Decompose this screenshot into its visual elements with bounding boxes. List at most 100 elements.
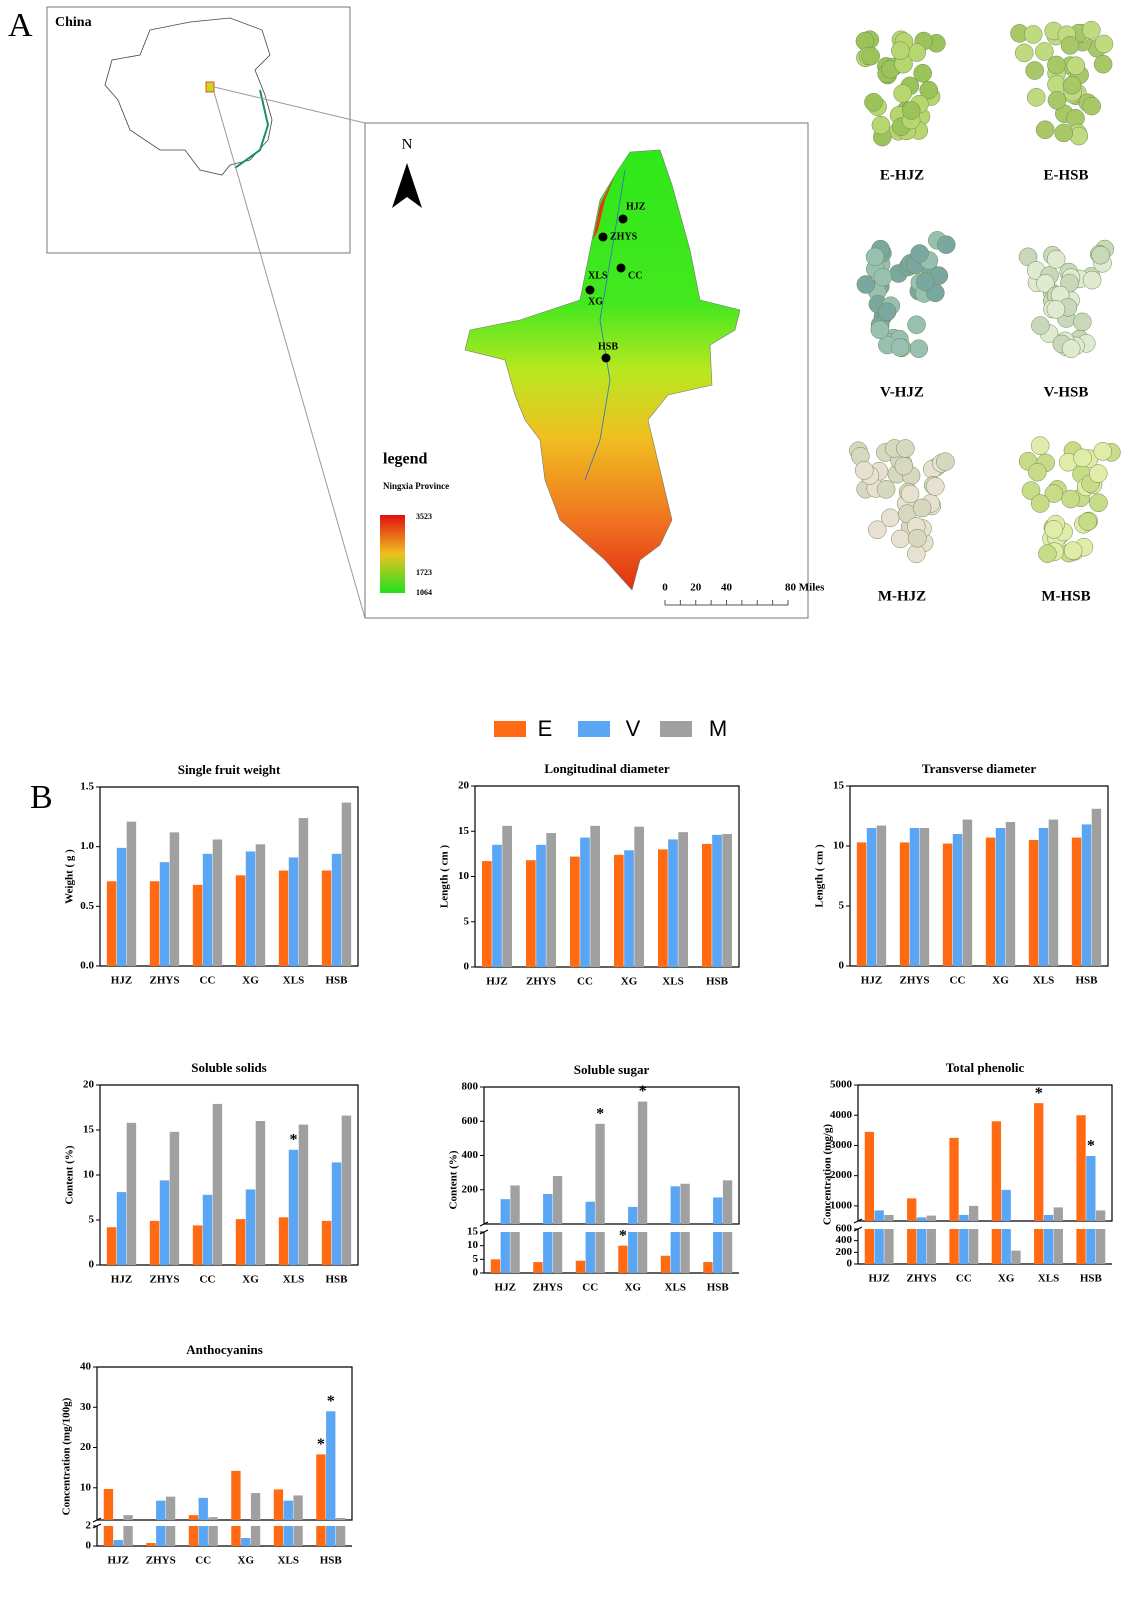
grape-berry bbox=[866, 248, 884, 266]
axis-line bbox=[475, 786, 739, 967]
x-tick-label: HSB bbox=[706, 976, 729, 988]
bar bbox=[293, 1495, 302, 1520]
bar bbox=[614, 855, 624, 967]
bar bbox=[256, 1121, 265, 1265]
y-tick-label: 0 bbox=[86, 1540, 92, 1552]
x-tick-label: HJZ bbox=[868, 1273, 889, 1285]
ningxia-map bbox=[465, 150, 740, 590]
site-label: HJZ bbox=[626, 201, 646, 212]
x-tick-label: XG bbox=[625, 1282, 642, 1294]
y-axis-label: Content (%) bbox=[64, 1145, 76, 1204]
scale-label: 40 bbox=[721, 582, 733, 594]
grape-berry bbox=[926, 477, 944, 495]
bar bbox=[877, 826, 886, 966]
bar bbox=[576, 1261, 585, 1273]
grape-berry bbox=[908, 529, 926, 547]
x-tick-label: ZHYS bbox=[907, 1273, 937, 1285]
x-tick-label: ZHYS bbox=[150, 1274, 180, 1286]
grape-berry bbox=[911, 245, 929, 263]
bar bbox=[482, 861, 492, 967]
y-tick-label: 0 bbox=[473, 1267, 479, 1279]
y-tick-label: 1000 bbox=[830, 1199, 853, 1211]
x-tick-label: XG bbox=[621, 976, 638, 988]
bar bbox=[1096, 1210, 1105, 1221]
chart-title: Soluble solids bbox=[191, 1060, 267, 1075]
bar bbox=[316, 1526, 325, 1546]
bar bbox=[342, 803, 351, 966]
y-tick-label: 10 bbox=[467, 1239, 479, 1251]
y-tick-label: 3000 bbox=[830, 1139, 853, 1151]
bar bbox=[959, 1229, 968, 1264]
zoom-line bbox=[214, 92, 365, 618]
scale-label: 0 bbox=[662, 582, 668, 594]
bar bbox=[127, 822, 136, 966]
bar bbox=[678, 832, 688, 967]
grape-berry bbox=[916, 273, 934, 291]
bar bbox=[996, 828, 1005, 966]
bar bbox=[160, 1180, 169, 1265]
y-axis-label: Length ( cm ) bbox=[814, 844, 826, 908]
bar bbox=[1011, 1251, 1020, 1264]
y-tick-label: 30 bbox=[80, 1401, 92, 1413]
grape-berry bbox=[891, 530, 909, 548]
significance-mark: * bbox=[317, 1436, 325, 1453]
bar bbox=[501, 1232, 510, 1273]
bar bbox=[299, 1125, 308, 1265]
grape-berry bbox=[1083, 97, 1101, 115]
y-tick-label: 20 bbox=[83, 1079, 95, 1091]
bar bbox=[107, 1227, 116, 1265]
photo-caption: E-HSB bbox=[1043, 167, 1088, 183]
grape-berry bbox=[1026, 62, 1044, 80]
bar bbox=[231, 1526, 240, 1546]
bar bbox=[203, 854, 212, 966]
panel-label: A bbox=[8, 7, 33, 44]
y-axis-label: Weight ( g ) bbox=[64, 849, 76, 904]
x-tick-label: XG bbox=[238, 1555, 255, 1567]
bar bbox=[595, 1124, 604, 1224]
bar bbox=[586, 1232, 595, 1273]
y-tick-label: 5000 bbox=[830, 1079, 853, 1091]
site-label: CC bbox=[628, 270, 642, 281]
bar bbox=[900, 842, 909, 966]
y-tick-label: 2 bbox=[86, 1520, 92, 1532]
axis-line bbox=[97, 1367, 352, 1520]
legend-value: 1064 bbox=[416, 588, 432, 597]
axis-line bbox=[97, 1526, 352, 1546]
bar bbox=[867, 828, 876, 966]
grape-berry bbox=[895, 457, 913, 475]
grape-berry bbox=[1082, 21, 1100, 39]
bar bbox=[907, 1198, 916, 1221]
x-tick-label: HSB bbox=[1075, 975, 1098, 987]
x-tick-label: HJZ bbox=[486, 976, 507, 988]
grape-berry bbox=[1063, 76, 1081, 94]
bar bbox=[150, 881, 159, 966]
grape-berry bbox=[1061, 36, 1079, 54]
coastline bbox=[235, 90, 268, 168]
grape-berry bbox=[871, 321, 889, 339]
bar bbox=[543, 1194, 552, 1224]
bar bbox=[723, 1232, 732, 1273]
x-tick-label: HJZ bbox=[111, 1274, 132, 1286]
bar bbox=[1034, 1103, 1043, 1221]
x-tick-label: XLS bbox=[665, 1282, 686, 1294]
bar bbox=[316, 1454, 325, 1520]
bar bbox=[1006, 822, 1015, 966]
site-label: HSB bbox=[598, 341, 618, 352]
bar bbox=[104, 1489, 113, 1520]
bar bbox=[274, 1526, 283, 1546]
bar bbox=[969, 1229, 978, 1264]
grape-berry bbox=[1074, 449, 1092, 467]
x-tick-label: CC bbox=[200, 1274, 216, 1286]
bar bbox=[546, 833, 556, 967]
legend-colorbar bbox=[380, 515, 405, 593]
grape-berry bbox=[1035, 42, 1053, 60]
bar bbox=[336, 1526, 345, 1546]
bar bbox=[702, 844, 712, 967]
grape-berry bbox=[874, 268, 892, 286]
bar bbox=[927, 1229, 936, 1264]
grape-berry bbox=[907, 545, 925, 563]
significance-mark: * bbox=[1035, 1085, 1043, 1102]
bar bbox=[986, 838, 995, 966]
bar bbox=[114, 1540, 123, 1546]
bar bbox=[553, 1232, 562, 1273]
